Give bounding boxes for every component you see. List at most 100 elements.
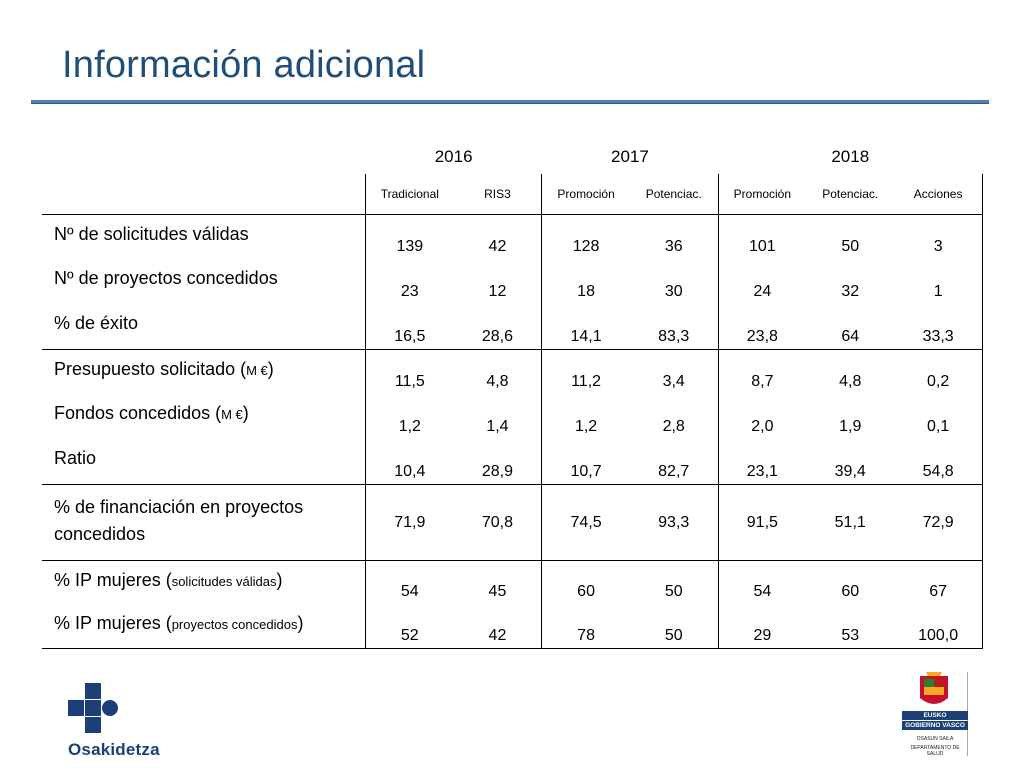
row-label-text: % de financiación en proyectos concedido… — [54, 496, 304, 544]
table-cell: 3,4 — [629, 348, 719, 394]
row-label-text: % de éxito — [54, 313, 139, 333]
row-label: Ratio — [42, 439, 366, 484]
row-label: Fondos concedidos (M €) — [42, 394, 366, 439]
row-label-text: Fondos concedidos ( — [54, 403, 222, 423]
table-cell: 1 — [894, 259, 984, 304]
table-cell: 70,8 — [453, 483, 543, 560]
row-label-end: ) — [276, 569, 283, 590]
table-cell: 29 — [718, 604, 807, 649]
table-cell: 11,2 — [541, 348, 630, 394]
table-cell: 82,7 — [629, 439, 719, 484]
table-cell: 42 — [453, 213, 543, 259]
table-row: % de financiación en proyectos concedido… — [42, 483, 984, 560]
year-header: 2017 — [610, 147, 649, 166]
table-cell: 54 — [365, 559, 454, 604]
row-label: % de éxito — [42, 304, 366, 349]
table-cell: 54,8 — [894, 439, 984, 484]
table-cell: 50 — [629, 559, 719, 604]
row-label: % IP mujeres (solicitudes válidas) — [42, 559, 366, 604]
table-row: % IP mujeres (solicitudes válidas) 54 45 60… — [42, 559, 984, 604]
table-cell: 128 — [541, 213, 630, 259]
table-cell: 28,6 — [453, 304, 543, 349]
table-cell: 53 — [806, 604, 895, 649]
table-cell: 33,3 — [894, 304, 984, 349]
row-label-end: ) — [242, 403, 249, 423]
table-cell: 14,1 — [570, 327, 602, 345]
table-cell: 0,1 — [894, 394, 984, 439]
subheader-row: Tradicional RIS3 Promoción Potenciac. Pr… — [42, 174, 984, 214]
table-cell: 18 — [577, 283, 595, 300]
table-cell: 0,2 — [894, 348, 984, 394]
row-label-text: Presupuesto solicitado ( — [54, 358, 247, 379]
table-cell: 8,7 — [718, 348, 807, 394]
table-cell: 50 — [806, 213, 895, 259]
row-label-unit: M € — [221, 407, 243, 422]
table-cell: 23,1 — [746, 462, 778, 480]
gobierno-vasco-line3: OSASUN SAILA — [916, 736, 954, 742]
table-cell: 1,4 — [453, 394, 543, 439]
subheader-cell: Promoción — [733, 186, 792, 201]
row-label-text: % IP mujeres ( — [54, 569, 172, 590]
table-cell: 139 — [365, 213, 454, 259]
table-cell: 3 — [894, 213, 984, 259]
table-cell: 23 — [400, 283, 419, 300]
table-cell: 60 — [541, 559, 630, 604]
table-cell: 30 — [629, 259, 719, 304]
subheader-cell: Acciones — [894, 174, 984, 214]
page-title: Información adicional — [62, 44, 426, 86]
row-label-end: ) — [267, 358, 274, 379]
gobierno-vasco-line2: GOBIERNO VASCO — [902, 721, 968, 730]
table-cell: 51,1 — [806, 483, 895, 560]
table-row: Nº de solicitudes válidas 139 42 128 36 101 50… — [42, 213, 984, 259]
table-cell: 54 — [718, 559, 807, 604]
year-header-row: 2016 2017 2018 — [42, 138, 983, 174]
table-cell: 78 — [541, 604, 630, 649]
row-label: % IP mujeres (proyectos concedidos) — [42, 604, 366, 649]
table-cell: 101 — [718, 213, 807, 259]
row-label: % de financiación en proyectos concedido… — [42, 483, 366, 560]
table-cell: 11,5 — [365, 348, 454, 394]
table-cell: 28,9 — [453, 439, 543, 484]
table-cell: 10,7 — [570, 462, 602, 480]
subheader-cell: RIS3 — [453, 174, 543, 214]
table-cell: 71,9 — [365, 483, 454, 560]
year-header: 2016 — [434, 147, 473, 166]
table-cell: 64 — [841, 327, 860, 345]
table-row: Presupuesto solicitado (M €) 11,5 4,8 11,2 3… — [42, 348, 984, 394]
subheader-cell: Potenciac. — [629, 174, 719, 214]
table-cell: 4,8 — [806, 348, 895, 394]
row-label-unit: M € — [246, 362, 268, 378]
subheader-cell: Tradicional — [380, 186, 439, 201]
table-cell: 52 — [365, 604, 454, 649]
table-row: % IP mujeres (proyectos concedidos) 52 42 7… — [42, 604, 984, 649]
row-label-text: Ratio — [54, 448, 97, 468]
table-cell: 4,8 — [453, 348, 543, 394]
table-cell: 74,5 — [541, 483, 630, 560]
table-cell: 67 — [894, 559, 984, 604]
table-cell: 16,5 — [394, 327, 426, 345]
gobierno-vasco-line1: EUSKO JAURLARITZA — [902, 711, 968, 728]
table-row: Fondos concedidos (M €) 1,2 1,4 1,2 2,8 2,0 1,… — [42, 394, 984, 439]
table-row: Ratio 10,4 28,9 10,7 82,7 23,1 39,4 54,8 — [42, 439, 984, 484]
table-cell: 91,5 — [718, 483, 807, 560]
row-label-text: Nº de solicitudes válidas — [54, 223, 249, 244]
row-label-unit: solicitudes válidas — [171, 573, 277, 589]
gobierno-vasco-line4: DEPARTAMENTO DE SALUD — [910, 745, 960, 757]
subheader-cell: Potenciac. — [822, 186, 879, 201]
data-table: 2016 2017 2018 Tradicional RIS3 Promoció… — [42, 138, 984, 649]
row-label-unit: proyectos concedidos — [171, 617, 298, 632]
row-label: Presupuesto solicitado (M €) — [42, 348, 366, 394]
table-cell: 42 — [453, 604, 543, 649]
table-cell: 32 — [841, 283, 860, 300]
table-cell: 1,2 — [398, 418, 421, 435]
osakidetza-logo-text: Osakidetza — [68, 740, 160, 759]
year-header: 2018 — [831, 147, 870, 166]
table-row: Nº de proyectos concedidos 23 12 18 30 24 32 1 — [42, 259, 984, 304]
table-cell: 1,9 — [839, 418, 862, 435]
table-cell: 1,2 — [574, 418, 598, 435]
osakidetza-logo-icon — [68, 683, 118, 733]
gobierno-vasco-crest-icon — [896, 672, 972, 756]
row-label: Nº de proyectos concedidos — [42, 259, 366, 304]
table-cell: 23,8 — [746, 327, 778, 345]
title-divider — [31, 100, 989, 104]
